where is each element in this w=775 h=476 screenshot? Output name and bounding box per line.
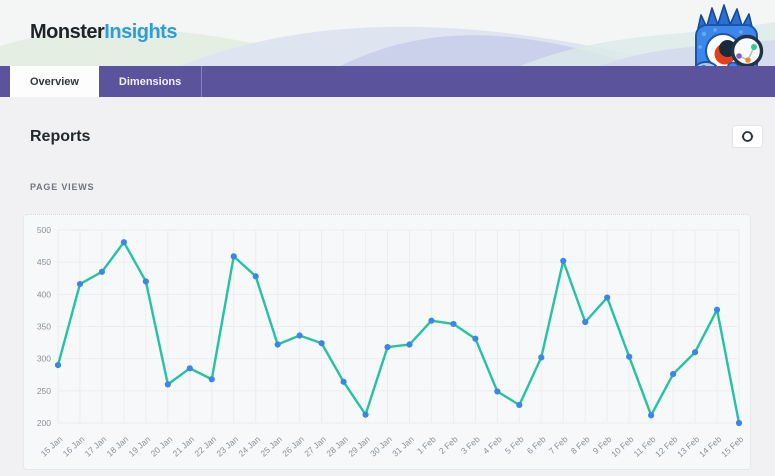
refresh-button[interactable] <box>732 125 763 148</box>
data-point[interactable] <box>472 335 479 342</box>
report-tabs-bar: Overview Dimensions <box>0 66 775 97</box>
data-point[interactable] <box>208 376 215 383</box>
x-axis-tick-label: 21 Jan <box>170 434 196 459</box>
data-point[interactable] <box>362 411 369 418</box>
data-point[interactable] <box>274 341 281 348</box>
data-point[interactable] <box>428 317 435 324</box>
x-axis-tick-label: 27 Jan <box>302 434 328 459</box>
data-point[interactable] <box>296 332 303 339</box>
reports-header-row: Reports <box>0 97 775 148</box>
data-point[interactable] <box>582 318 589 326</box>
data-point[interactable] <box>494 388 501 395</box>
x-axis-tick-label: 15 Feb <box>719 434 746 459</box>
y-axis-tick-label: 250 <box>37 386 51 396</box>
chart-section-label: PAGE VIEWS <box>30 182 95 192</box>
data-point[interactable] <box>450 320 457 328</box>
data-point[interactable] <box>713 306 721 313</box>
data-point[interactable] <box>164 381 171 388</box>
tab-dimensions[interactable]: Dimensions <box>99 66 203 97</box>
x-axis-tick-label: 14 Feb <box>697 434 724 459</box>
x-axis-tick-label: 17 Jan <box>83 434 109 459</box>
x-axis-tick-label: 18 Jan <box>105 434 131 459</box>
x-axis-tick-label: 26 Jan <box>280 434 306 459</box>
report-content: Reports PAGE VIEWS 200 250 300 350 400 450 500… <box>0 97 775 476</box>
data-point[interactable] <box>252 273 259 280</box>
x-axis-tick-label: 22 Jan <box>192 434 218 459</box>
x-axis-tick-label: 3 Feb <box>459 434 482 456</box>
logo-text-monster: Monster <box>30 21 105 43</box>
data-point[interactable] <box>230 253 237 260</box>
y-axis-tick-label: 300 <box>37 354 51 364</box>
x-axis-tick-label: 28 Jan <box>324 434 350 459</box>
x-axis-tick-label: 12 Feb <box>653 434 680 459</box>
data-point[interactable] <box>98 268 106 275</box>
data-point[interactable] <box>669 371 677 378</box>
data-point[interactable] <box>691 349 699 356</box>
x-axis-tick-label: 13 Feb <box>675 434 702 459</box>
pageviews-chart-panel: 200 250 300 350 400 450 500 15 Jan 16 Jan 17 Jan 1… <box>23 214 751 470</box>
pageviews-line-series <box>56 241 741 425</box>
page-title: Reports <box>30 127 91 145</box>
y-axis-tick-label: 200 <box>37 418 51 428</box>
data-point[interactable] <box>54 362 62 369</box>
x-axis-tick-label: 7 Feb <box>547 434 570 456</box>
y-axis-tick-label: 400 <box>37 289 51 299</box>
tab-overview[interactable]: Overview <box>10 66 99 97</box>
x-axis-tick-label: 4 Feb <box>481 434 504 456</box>
data-point[interactable] <box>604 294 611 301</box>
x-axis-tick-label: 25 Jan <box>258 434 284 459</box>
data-point[interactable] <box>384 343 391 351</box>
data-point[interactable] <box>318 340 325 347</box>
data-point[interactable] <box>186 365 193 372</box>
data-point[interactable] <box>340 378 347 385</box>
x-axis-tick-label: 2 Feb <box>437 434 460 456</box>
data-point[interactable] <box>406 341 413 348</box>
data-point[interactable] <box>626 353 633 360</box>
refresh-icon <box>741 131 754 142</box>
header-waves-background <box>0 0 775 66</box>
data-point[interactable] <box>648 412 655 419</box>
data-point[interactable] <box>142 278 149 285</box>
x-axis-tick-label: 24 Jan <box>236 434 262 459</box>
x-axis-tick-label: 11 Feb <box>632 434 658 459</box>
data-point[interactable] <box>76 280 84 288</box>
data-point[interactable] <box>735 419 743 427</box>
x-axis-tick-label: 31 Jan <box>390 434 416 459</box>
x-axis-tick-label: 16 Jan <box>61 434 87 459</box>
y-axis-tick-label: 350 <box>37 322 51 332</box>
data-point[interactable] <box>560 257 567 264</box>
x-axis-tick-label: 10 Feb <box>609 434 636 459</box>
data-point[interactable] <box>120 239 128 246</box>
y-axis-tick-label: 500 <box>37 225 51 235</box>
y-axis-tick-label: 450 <box>37 257 51 267</box>
x-axis-tick-label: 30 Jan <box>368 434 394 459</box>
app-header: MonsterInsights <box>0 0 775 79</box>
x-axis-tick-label: 8 Feb <box>569 434 592 456</box>
data-point[interactable] <box>516 401 523 409</box>
x-axis-tick-label: 5 Feb <box>503 434 526 456</box>
x-axis-tick-label: 15 Jan <box>39 434 65 459</box>
monsterinsights-logo: MonsterInsights <box>30 21 177 44</box>
x-axis-tick-label: 20 Jan <box>149 434 175 459</box>
x-axis-tick-label: 19 Jan <box>127 434 153 459</box>
x-axis-tick-label: 6 Feb <box>525 434 548 456</box>
x-axis-tick-label: 29 Jan <box>346 434 372 459</box>
x-axis-tick-label: 23 Jan <box>214 434 240 459</box>
x-axis-tick-label: 1 Feb <box>415 434 438 456</box>
logo-text-insights: Insights <box>104 21 177 43</box>
data-point[interactable] <box>538 354 545 361</box>
